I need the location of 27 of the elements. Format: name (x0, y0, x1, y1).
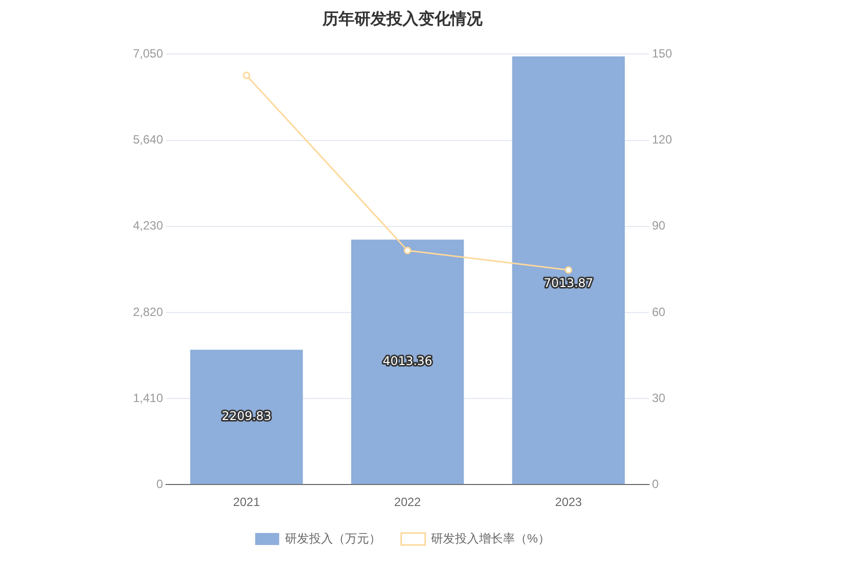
chart-title: 历年研发投入变化情况 (322, 10, 484, 28)
y-tick-label: 2,820 (133, 304, 164, 319)
y-tick-label: 0 (156, 476, 164, 491)
data-label: 4013.36 (382, 354, 432, 368)
bar (512, 56, 625, 484)
y2-tick-label: 0 (652, 476, 659, 491)
y2-tick-label: 60 (652, 304, 666, 319)
data-label: 2209.83 (222, 409, 272, 424)
y-tick-label: 4,230 (133, 218, 164, 233)
bar (351, 240, 464, 484)
data-label: 7013.87 (544, 276, 594, 290)
legend-label: 研发投入（万元） (285, 531, 382, 546)
y-tick-label: 7,050 (133, 46, 164, 61)
y2-tick-label: 150 (652, 46, 672, 61)
point (564, 266, 572, 274)
y2-tick-label: 30 (652, 390, 666, 405)
y2-tick-label: 90 (652, 218, 666, 233)
point (404, 246, 412, 254)
legend-label: 研发投入增长率（%） (431, 531, 550, 546)
x-tick-label: 2022 (394, 495, 422, 510)
point (242, 72, 250, 80)
x-tick-label: 2021 (233, 495, 260, 510)
y-tick-label: 5,640 (133, 132, 164, 147)
y-tick-label: 1,410 (133, 390, 164, 405)
y2-tick-label: 120 (652, 132, 672, 147)
bar (190, 350, 303, 484)
x-tick-label: 2023 (555, 495, 582, 510)
